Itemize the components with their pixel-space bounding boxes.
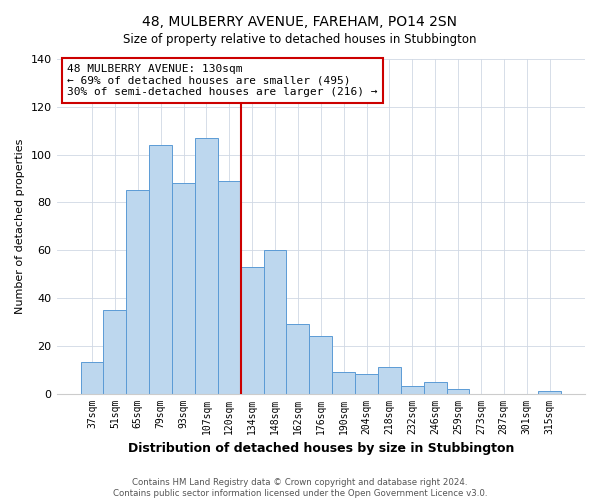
Bar xyxy=(538,391,561,394)
Bar xyxy=(80,362,103,394)
Bar xyxy=(172,184,195,394)
Bar xyxy=(241,267,263,394)
Text: 48 MULBERRY AVENUE: 130sqm
← 69% of detached houses are smaller (495)
30% of sem: 48 MULBERRY AVENUE: 130sqm ← 69% of deta… xyxy=(67,64,377,97)
Bar xyxy=(424,382,446,394)
Bar xyxy=(195,138,218,394)
Bar xyxy=(310,336,332,394)
Bar xyxy=(332,372,355,394)
Bar xyxy=(378,368,401,394)
Bar xyxy=(149,145,172,394)
Bar xyxy=(263,250,286,394)
Text: 48, MULBERRY AVENUE, FAREHAM, PO14 2SN: 48, MULBERRY AVENUE, FAREHAM, PO14 2SN xyxy=(143,15,458,29)
Bar xyxy=(446,389,469,394)
Bar xyxy=(127,190,149,394)
Text: Contains HM Land Registry data © Crown copyright and database right 2024.
Contai: Contains HM Land Registry data © Crown c… xyxy=(113,478,487,498)
Text: Size of property relative to detached houses in Stubbington: Size of property relative to detached ho… xyxy=(123,32,477,46)
Bar xyxy=(401,386,424,394)
Bar xyxy=(286,324,310,394)
X-axis label: Distribution of detached houses by size in Stubbington: Distribution of detached houses by size … xyxy=(128,442,514,455)
Y-axis label: Number of detached properties: Number of detached properties xyxy=(15,138,25,314)
Bar xyxy=(355,374,378,394)
Bar xyxy=(103,310,127,394)
Bar xyxy=(218,181,241,394)
